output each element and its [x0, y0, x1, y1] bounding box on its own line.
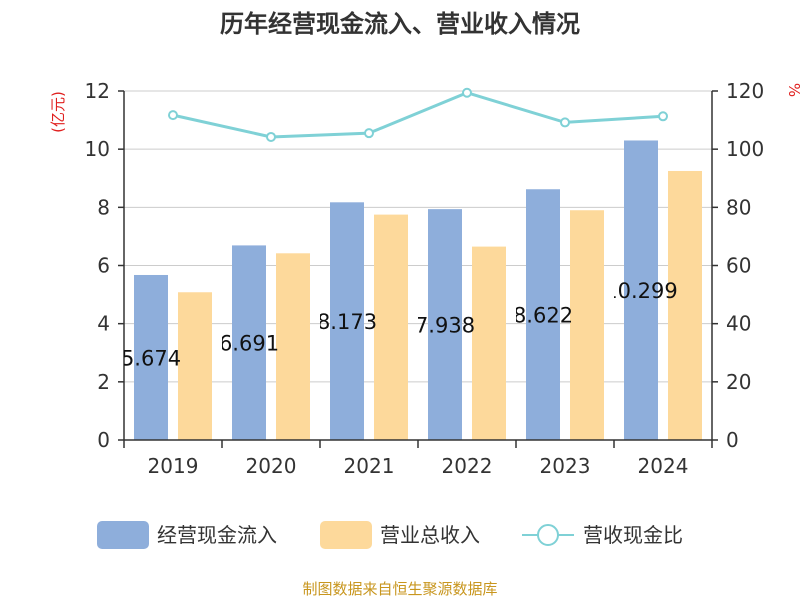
bar-revenue: [472, 246, 506, 440]
legend-label-revenue: 营业总收入: [380, 523, 480, 547]
data-label: 8.622: [513, 304, 573, 328]
grid: [124, 90, 712, 383]
bar-cash-inflow: [330, 202, 364, 440]
bar-revenue: [668, 170, 702, 440]
y-left-tick-label: 4: [97, 312, 110, 336]
x-tick-label: 2022: [442, 454, 493, 478]
point-ratio: [364, 128, 374, 139]
y-right-unit: %: [785, 83, 800, 97]
y-left-tick-label: 10: [85, 137, 110, 161]
legend: 经营现金流入 营业总收入 营收现金比: [97, 521, 683, 549]
x-tick-label: 2021: [344, 454, 395, 478]
bar-revenue: [570, 210, 604, 440]
legend-label-ratio: 营收现金比: [583, 523, 683, 547]
y-left-tick-label: 6: [97, 254, 110, 278]
line-ratio: [172, 91, 664, 139]
legend-marker-ratio: [537, 524, 559, 546]
y-right-tick-label: 40: [726, 312, 751, 336]
point-ratio: [560, 117, 570, 128]
y-left-tick-label: 12: [85, 79, 110, 103]
y-right-tick-label: 20: [726, 370, 751, 394]
legend-label-cash-inflow: 经营现金流入: [157, 523, 277, 547]
y-left-unit: (亿元): [49, 91, 67, 133]
y-right-tick-label: 80: [726, 195, 751, 219]
data-labels: 5.674 6.691 8.173 7.938 8.622 10.299: [121, 279, 678, 370]
data-label: 10.299: [604, 279, 677, 303]
bar-revenue: [276, 253, 310, 440]
bar-cash-inflow: [428, 209, 462, 440]
x-tick-label: 2023: [540, 454, 591, 478]
bar-cash-inflow: [232, 245, 266, 440]
y-left-tick-label: 8: [97, 195, 110, 219]
x-tick-label: 2019: [148, 454, 199, 478]
y-right-tick-label: 60: [726, 254, 751, 278]
y-right-tick-label: 0: [726, 428, 739, 452]
point-ratio: [168, 110, 178, 121]
bar-cash-inflow: [624, 140, 658, 440]
chart-title: 历年经营现金流入、营业收入情况: [220, 10, 580, 38]
bar-revenue: [374, 214, 408, 440]
source-note: 制图数据来自恒生聚源数据库: [302, 580, 497, 598]
line-series: [168, 87, 668, 142]
bar-cash-inflow: [134, 274, 168, 440]
y-left-tick-label: 2: [97, 370, 110, 394]
y-left-tick-label: 0: [97, 428, 110, 452]
data-label: 7.938: [415, 314, 475, 338]
bar-cash-inflow: [526, 189, 560, 440]
y-right-tick-label: 120: [726, 79, 764, 103]
bar-revenue: [178, 292, 212, 440]
x-tick-label: 2020: [246, 454, 297, 478]
point-ratio: [462, 87, 472, 98]
point-ratio: [658, 111, 668, 122]
data-label: 8.173: [317, 310, 377, 334]
y-right-tick-label: 100: [726, 137, 764, 161]
data-label: 6.691: [219, 332, 279, 356]
legend-swatch-revenue: [320, 521, 372, 549]
x-tick-label: 2024: [638, 454, 689, 478]
data-label: 5.674: [121, 346, 181, 370]
legend-swatch-cash-inflow: [97, 521, 149, 549]
bars: [134, 140, 702, 440]
point-ratio: [266, 131, 276, 142]
